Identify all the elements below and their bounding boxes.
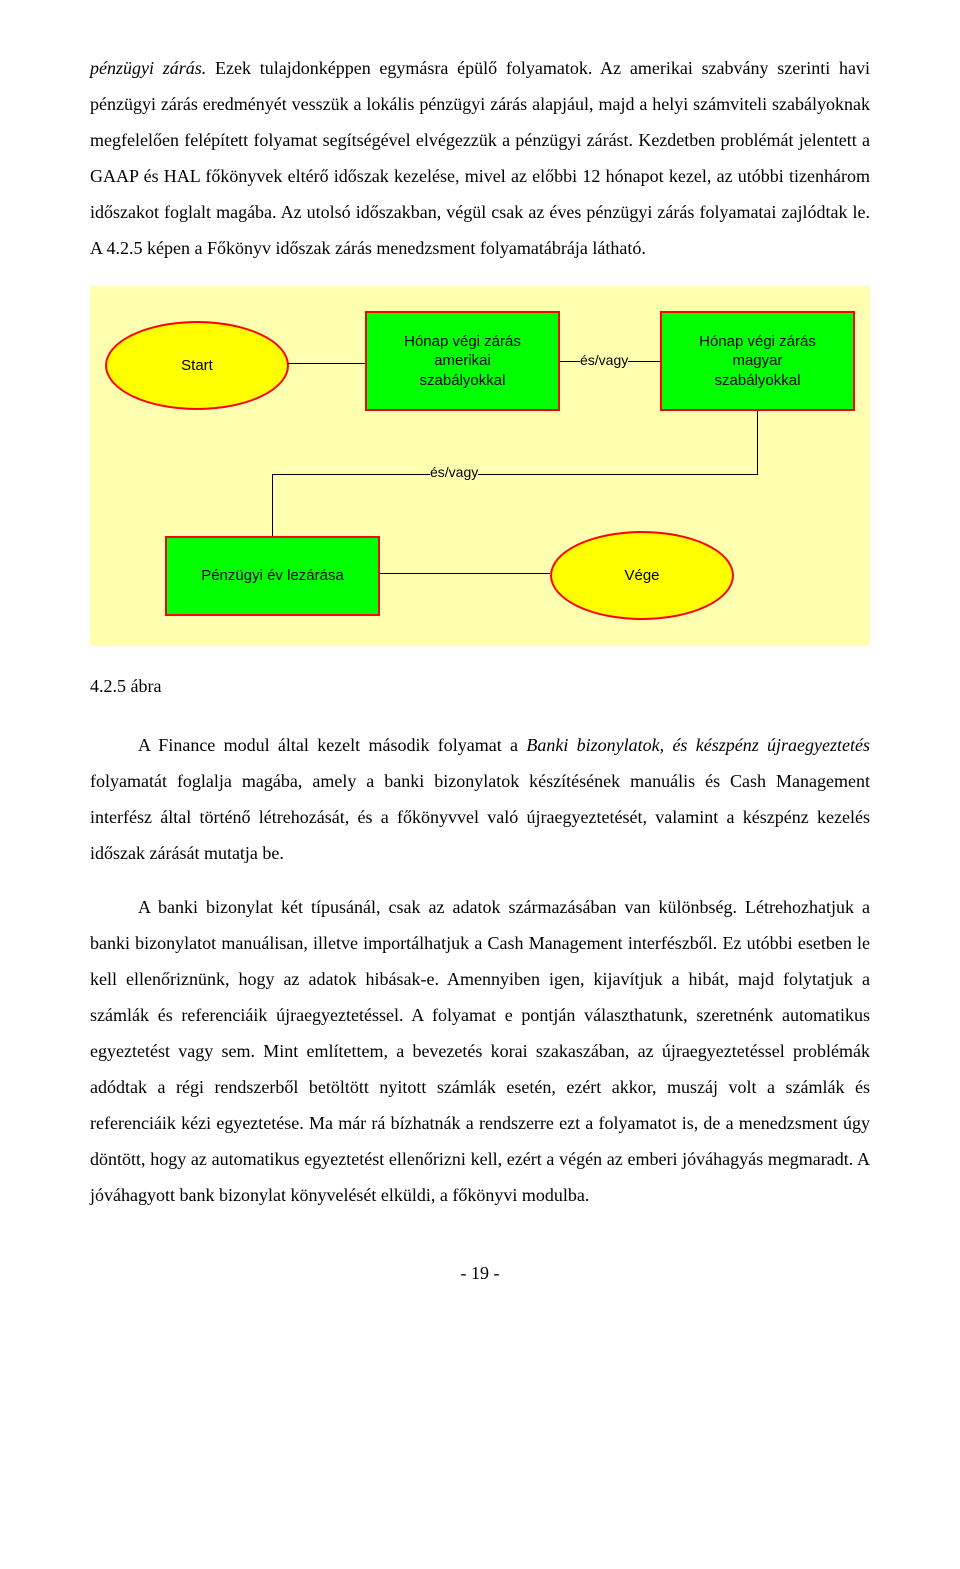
flow-proc1-label: Hónap végi zárás amerikai szabályokkal — [404, 332, 521, 391]
edge-start-proc1 — [285, 363, 365, 364]
page-number: - 19 - — [90, 1263, 870, 1284]
edge-down-proc3 — [272, 474, 273, 536]
flow-start-label: Start — [181, 357, 213, 374]
flowchart-diagram: Start Hónap végi zárás amerikai szabályo… — [90, 286, 870, 646]
edge-proc3-end — [380, 573, 550, 574]
page-container: pénzügyi zárás. Ezek tulajdonképpen egym… — [0, 0, 960, 1324]
flow-proc3-label: Pénzügyi év lezárása — [201, 566, 344, 586]
edge-proc2-down — [757, 411, 758, 474]
flow-proc2-label: Hónap végi zárás magyar szabályokkal — [699, 332, 816, 391]
flow-proc1: Hónap végi zárás amerikai szabályokkal — [365, 311, 560, 411]
para2-italic: Banki bizonylatok, és készpénz újraegyez… — [526, 735, 870, 755]
figure-label: 4.2.5 ábra — [90, 676, 870, 697]
para1-rest: Ezek tulajdonképpen egymásra épülő folya… — [90, 58, 870, 258]
edge-label-2: és/vagy — [430, 464, 478, 480]
flow-end-label: Vége — [624, 567, 659, 584]
flow-start: Start — [105, 321, 289, 410]
edge-label-1: és/vagy — [580, 352, 628, 368]
paragraph-2: A Finance modul által kezelt második fol… — [90, 727, 870, 871]
para2-before: A Finance modul által kezelt második fol… — [138, 735, 526, 755]
edge-proc2-left — [272, 474, 758, 475]
paragraph-1: pénzügyi zárás. Ezek tulajdonképpen egym… — [90, 50, 870, 266]
flow-proc3: Pénzügyi év lezárása — [165, 536, 380, 616]
para1-italic: pénzügyi zárás. — [90, 58, 206, 78]
flow-proc2: Hónap végi zárás magyar szabályokkal — [660, 311, 855, 411]
flow-end: Vége — [550, 531, 734, 620]
para2-after: folyamatát foglalja magába, amely a bank… — [90, 771, 870, 863]
paragraph-3: A banki bizonylat két típusánál, csak az… — [90, 889, 870, 1213]
